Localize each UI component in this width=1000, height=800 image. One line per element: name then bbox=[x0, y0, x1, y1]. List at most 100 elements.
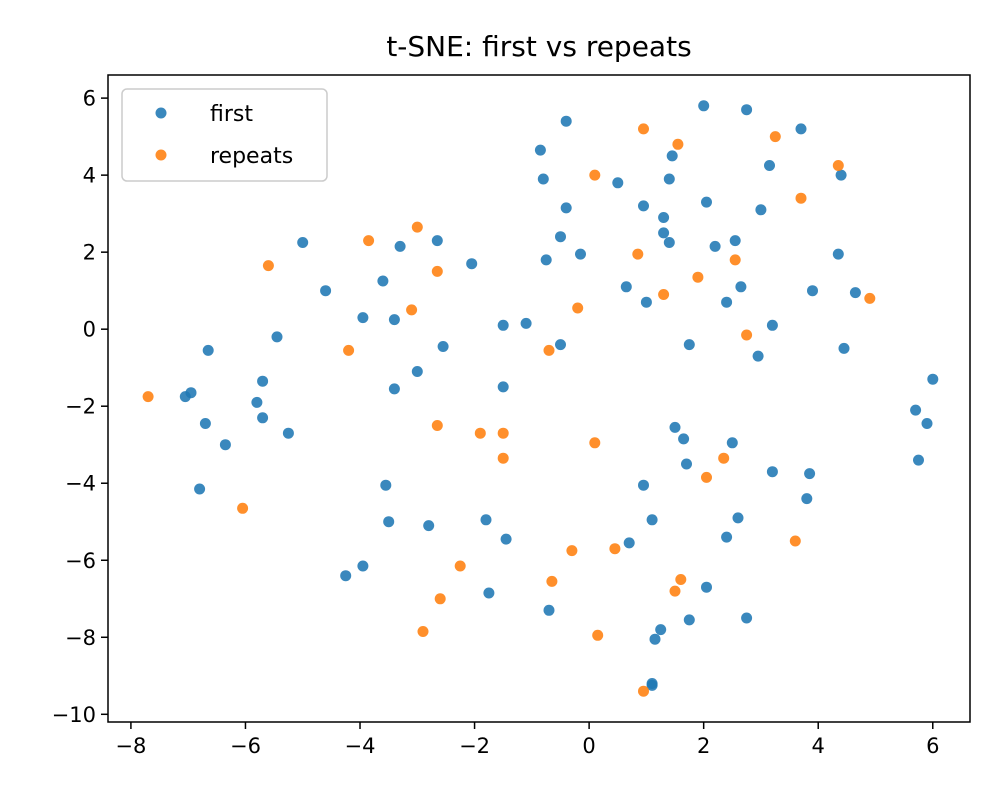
point-first bbox=[357, 560, 369, 572]
point-first bbox=[658, 227, 670, 239]
point-first bbox=[623, 537, 635, 549]
point-repeats bbox=[864, 292, 876, 304]
point-first bbox=[340, 570, 352, 582]
y-tick-label: 2 bbox=[83, 241, 96, 265]
point-first bbox=[701, 581, 712, 593]
point-first bbox=[646, 679, 658, 691]
point-first bbox=[849, 287, 861, 299]
point-first bbox=[540, 254, 552, 266]
point-first bbox=[257, 412, 269, 424]
point-repeats bbox=[632, 248, 644, 260]
point-first bbox=[752, 350, 764, 362]
y-tick-label: 4 bbox=[83, 164, 96, 188]
point-first bbox=[638, 200, 649, 212]
series-repeats bbox=[142, 123, 876, 697]
point-first bbox=[795, 123, 807, 135]
series-first bbox=[179, 100, 939, 691]
x-tick-label: 2 bbox=[697, 734, 710, 758]
x-tick-label: 6 bbox=[926, 734, 939, 758]
point-first bbox=[683, 614, 695, 626]
point-repeats bbox=[669, 585, 681, 597]
point-first bbox=[640, 296, 652, 308]
point-repeats bbox=[658, 289, 670, 300]
point-first bbox=[497, 319, 509, 331]
point-first bbox=[766, 319, 778, 331]
point-first bbox=[683, 339, 695, 351]
legend-marker-repeats bbox=[155, 149, 167, 161]
point-first bbox=[497, 381, 509, 393]
plot-frame bbox=[107, 74, 971, 723]
point-first bbox=[755, 204, 767, 216]
point-first bbox=[612, 177, 624, 189]
point-first bbox=[202, 344, 214, 356]
point-first bbox=[194, 483, 206, 495]
legend-label-repeats: repeats bbox=[210, 144, 293, 169]
point-repeats bbox=[638, 123, 649, 135]
point-repeats bbox=[543, 344, 555, 356]
point-first bbox=[388, 314, 400, 326]
point-repeats bbox=[672, 138, 684, 150]
point-repeats bbox=[701, 471, 712, 483]
point-first bbox=[735, 281, 747, 293]
point-first bbox=[649, 633, 661, 645]
point-first bbox=[655, 624, 667, 636]
point-first bbox=[555, 339, 566, 351]
point-first bbox=[466, 258, 478, 270]
point-first bbox=[383, 516, 395, 528]
point-first bbox=[320, 285, 332, 297]
point-first bbox=[271, 331, 283, 343]
point-repeats bbox=[609, 543, 621, 555]
point-first bbox=[575, 248, 586, 260]
point-first bbox=[766, 466, 778, 478]
point-repeats bbox=[795, 192, 807, 204]
point-repeats bbox=[729, 254, 741, 266]
point-first bbox=[251, 396, 263, 408]
x-tick-label: 0 bbox=[582, 734, 595, 758]
point-repeats bbox=[497, 452, 509, 464]
point-first bbox=[726, 437, 738, 449]
point-repeats bbox=[589, 169, 601, 181]
point-first bbox=[838, 342, 850, 354]
point-first bbox=[199, 418, 211, 429]
x-tick-label: −2 bbox=[459, 734, 490, 758]
point-repeats bbox=[411, 221, 423, 233]
point-first bbox=[807, 285, 818, 297]
point-first bbox=[534, 144, 546, 156]
point-first bbox=[411, 366, 423, 377]
point-repeats bbox=[572, 302, 584, 314]
chart-title: t-SNE: first vs repeats bbox=[386, 30, 691, 63]
point-first bbox=[669, 421, 681, 433]
y-tick-label: −10 bbox=[52, 703, 96, 727]
point-repeats bbox=[675, 574, 687, 585]
x-tick-label: −4 bbox=[345, 734, 376, 758]
point-first bbox=[377, 275, 389, 287]
point-first bbox=[921, 418, 933, 429]
point-first bbox=[437, 341, 449, 352]
plot-points bbox=[142, 100, 939, 697]
y-tick-label: −4 bbox=[65, 472, 96, 496]
point-first bbox=[431, 235, 443, 247]
point-first bbox=[423, 520, 435, 532]
legend-box bbox=[121, 88, 328, 182]
point-first bbox=[804, 468, 816, 480]
point-repeats bbox=[454, 560, 466, 572]
point-first bbox=[678, 433, 690, 445]
y-tick-label: −2 bbox=[65, 395, 96, 419]
x-axis: −8 −6 −4 −2 0 2 4 6 bbox=[115, 722, 939, 758]
point-first bbox=[560, 115, 572, 127]
x-tick-label: −6 bbox=[230, 734, 261, 758]
y-tick-label: −8 bbox=[65, 626, 96, 650]
point-repeats bbox=[692, 271, 704, 283]
point-repeats bbox=[343, 344, 355, 356]
point-repeats bbox=[741, 329, 753, 341]
point-first bbox=[666, 150, 678, 162]
point-first bbox=[721, 296, 733, 308]
point-first bbox=[257, 375, 269, 387]
point-first bbox=[741, 612, 753, 624]
point-first bbox=[560, 202, 572, 214]
point-first bbox=[219, 439, 231, 451]
point-first bbox=[764, 160, 775, 171]
point-repeats bbox=[546, 575, 558, 587]
point-first bbox=[543, 604, 555, 616]
